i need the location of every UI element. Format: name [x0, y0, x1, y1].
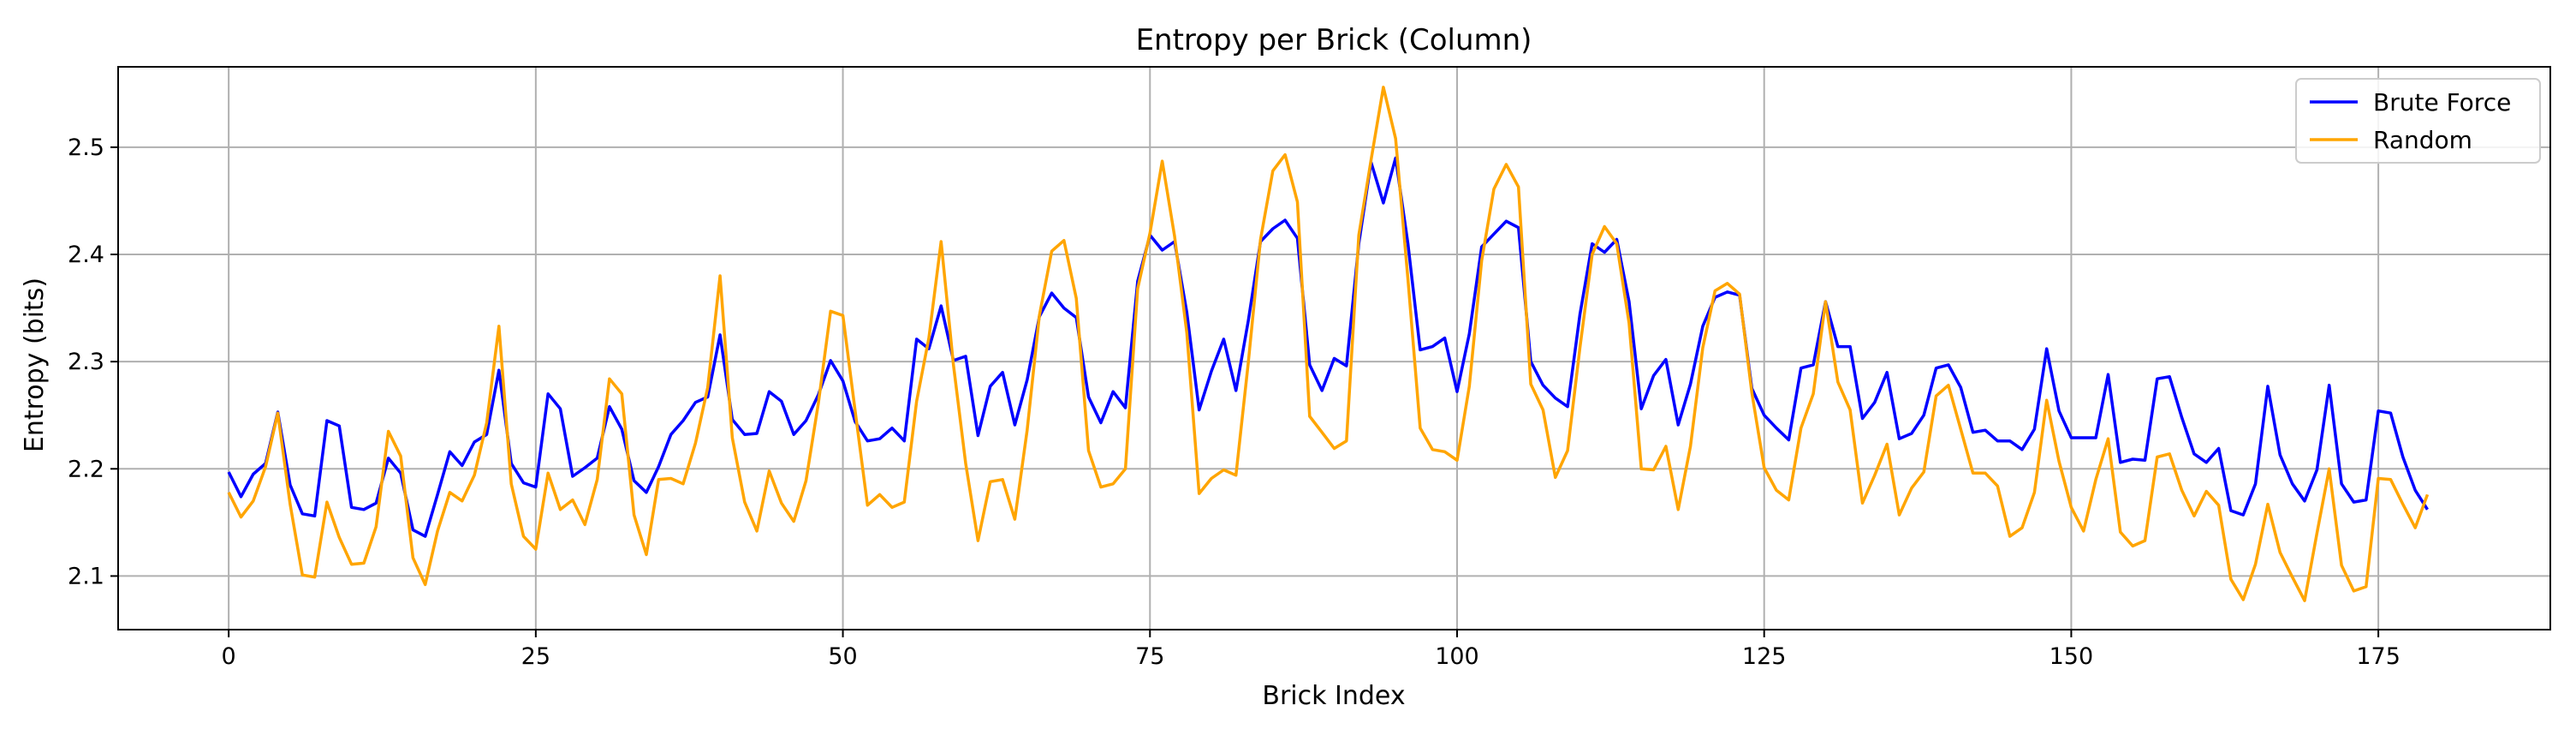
y-tick-label: 2.4: [68, 242, 104, 268]
y-axis-title: Entropy (bits): [20, 278, 50, 452]
x-tick-label: 125: [1742, 643, 1787, 670]
x-tick-label: 25: [521, 643, 550, 670]
x-tick-label: 75: [1135, 643, 1164, 670]
data-series: [227, 86, 2430, 602]
x-axis-title: Brick Index: [1262, 681, 1405, 711]
x-tick-label: 50: [828, 643, 857, 670]
y-tick-label: 2.3: [68, 349, 104, 375]
plot-area-frame: [117, 66, 2551, 630]
legend-label-brute-force: Brute Force: [2373, 88, 2511, 117]
legend: Brute Force Random: [2295, 78, 2541, 164]
y-tick-label: 2.1: [68, 563, 104, 589]
chart-title: Entropy per Brick (Column): [1136, 23, 1532, 57]
x-tick-label: 150: [2049, 643, 2094, 670]
axis-ticks: 0 25 50 75 100 125 150 175 2.1 2.2 2.3 2.4 2.5: [68, 134, 2400, 670]
grid-lines: [118, 67, 2550, 630]
x-tick-label: 100: [1435, 643, 1479, 670]
x-tick-label: 175: [2356, 643, 2400, 670]
series-line-random: [227, 86, 2430, 602]
y-tick-label: 2.2: [68, 456, 104, 482]
legend-label-random: Random: [2373, 126, 2472, 154]
y-tick-label: 2.5: [68, 134, 104, 161]
x-tick-label: 0: [222, 643, 236, 670]
series-line-brute-force: [227, 156, 2429, 538]
legend-box: [2295, 78, 2541, 164]
